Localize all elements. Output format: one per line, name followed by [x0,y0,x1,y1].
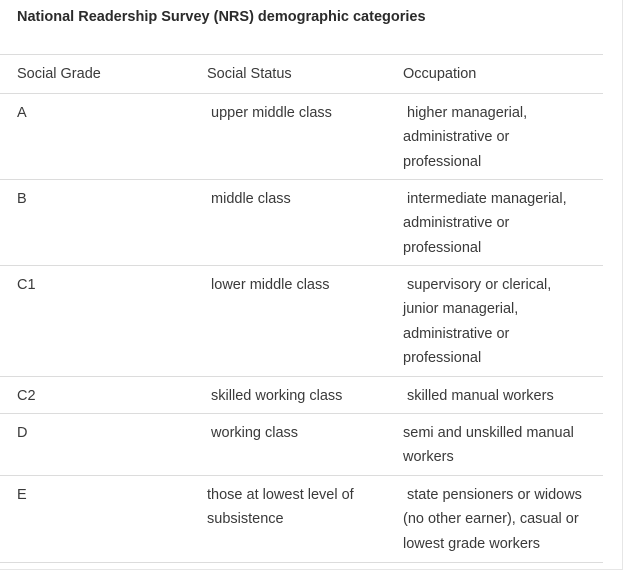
table-row: A upper middle class higher managerial, … [0,94,603,180]
social-status-cell: working class [207,425,299,441]
social-grade-cell: C2 [17,388,36,404]
table-row: C1 lower middle class supervisory or cle… [0,266,603,377]
social-status-cell: middle class [207,191,291,207]
table-row: C2 skilled working class skilled manual … [0,377,603,414]
table-row: D working class semi and unskilled manua… [0,414,603,476]
social-status-cell: those at lowest level of subsistence [207,487,354,528]
occupation-cell: skilled manual workers [403,388,554,404]
social-grade-cell: C1 [17,277,36,293]
demographic-table: Social Grade Social Status Occupation A … [0,54,603,563]
table-header-row: Social Grade Social Status Occupation [0,55,603,94]
occupation-cell: state pensioners or widows (no other ear… [403,487,582,552]
column-header-occupation: Occupation [403,66,477,82]
social-grade-cell: A [17,105,27,121]
occupation-cell: intermediate managerial, administrative … [403,191,567,256]
occupation-cell: semi and unskilled manual workers [403,425,574,466]
social-grade-cell: B [17,191,27,207]
table-row: E those at lowest level of subsistence s… [0,476,603,563]
occupation-cell: supervisory or clerical, junior manageri… [403,277,552,367]
social-grade-cell: E [17,487,27,503]
social-status-cell: upper middle class [207,105,332,121]
column-header-social-grade: Social Grade [17,66,101,82]
table-title: National Readership Survey (NRS) demogra… [17,9,426,25]
social-status-cell: lower middle class [207,277,330,293]
column-header-social-status: Social Status [207,66,292,82]
social-status-cell: skilled working class [207,388,343,404]
table-row: B middle class intermediate managerial, … [0,180,603,266]
occupation-cell: higher managerial, administrative or pro… [403,105,528,170]
social-grade-cell: D [17,425,28,441]
